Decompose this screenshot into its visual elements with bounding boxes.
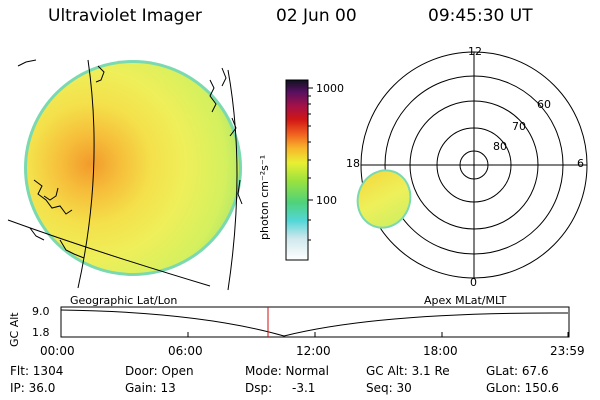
apex-label: Apex MLat/MLT [424, 294, 507, 307]
mlat-label-70: 70 [512, 120, 526, 133]
info-flt: Flt: 1304 [10, 364, 64, 378]
polar-plot [360, 51, 588, 279]
earth-image [7, 59, 243, 291]
timeline-axis-title: GC Alt [8, 312, 21, 347]
info-dsp-value: -3.1 [292, 381, 316, 395]
geographic-label: Geographic Lat/Lon [70, 294, 178, 307]
timeline-ytick-top: 9.0 [32, 305, 50, 318]
mlat-label-60: 60 [537, 98, 551, 111]
info-glon: GLon: 150.6 [486, 381, 559, 395]
mlt-label-18: 18 [346, 157, 360, 170]
date-label: 02 Jun 00 [276, 6, 357, 26]
timeline-xtick-4: 23:59 [550, 344, 585, 358]
timeline-xtick-3: 18:00 [423, 344, 458, 358]
altitude-timeline [60, 306, 570, 338]
colorbar-tick-1000: 1000 [316, 82, 344, 95]
info-gain: Gain: 13 [125, 381, 176, 395]
mlt-label-6: 6 [577, 157, 584, 170]
info-door: Door: Open [125, 364, 194, 378]
info-seq: Seq: 30 [366, 381, 412, 395]
timeline-xtick-1: 06:00 [168, 344, 203, 358]
auroral-oval [356, 169, 412, 229]
mlt-label-0: 0 [470, 276, 477, 289]
timeline-xtick-0: 00:00 [40, 344, 75, 358]
info-mode: Mode: Normal [245, 364, 329, 378]
mlat-label-80: 80 [493, 140, 507, 153]
info-ip: IP: 36.0 [10, 381, 56, 395]
colorbar-unit-label: photon cm⁻²s⁻¹ [258, 154, 271, 240]
info-glat: GLat: 67.6 [486, 364, 549, 378]
colorbar-tick-100: 100 [316, 194, 337, 207]
instrument-title: Ultraviolet Imager [48, 6, 202, 26]
timeline-xtick-2: 12:00 [296, 344, 331, 358]
time-label: 09:45:30 UT [428, 6, 533, 26]
timeline-ytick-bottom: 1.8 [32, 326, 50, 339]
mlt-label-12: 12 [468, 45, 482, 58]
info-dsp-label: Dsp: [245, 381, 273, 395]
colorbar [285, 79, 313, 261]
info-gc-alt: GC Alt: 3.1 Re [366, 364, 450, 378]
